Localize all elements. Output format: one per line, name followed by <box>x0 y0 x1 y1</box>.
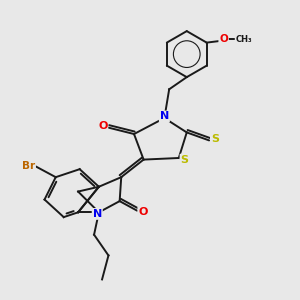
Text: Br: Br <box>22 161 35 171</box>
Text: O: O <box>138 207 148 217</box>
Text: S: S <box>211 134 219 144</box>
Text: O: O <box>219 34 228 44</box>
Text: O: O <box>98 121 107 131</box>
Text: N: N <box>160 111 169 122</box>
Text: N: N <box>93 209 102 219</box>
Text: S: S <box>181 154 188 165</box>
Text: CH₃: CH₃ <box>236 35 252 44</box>
